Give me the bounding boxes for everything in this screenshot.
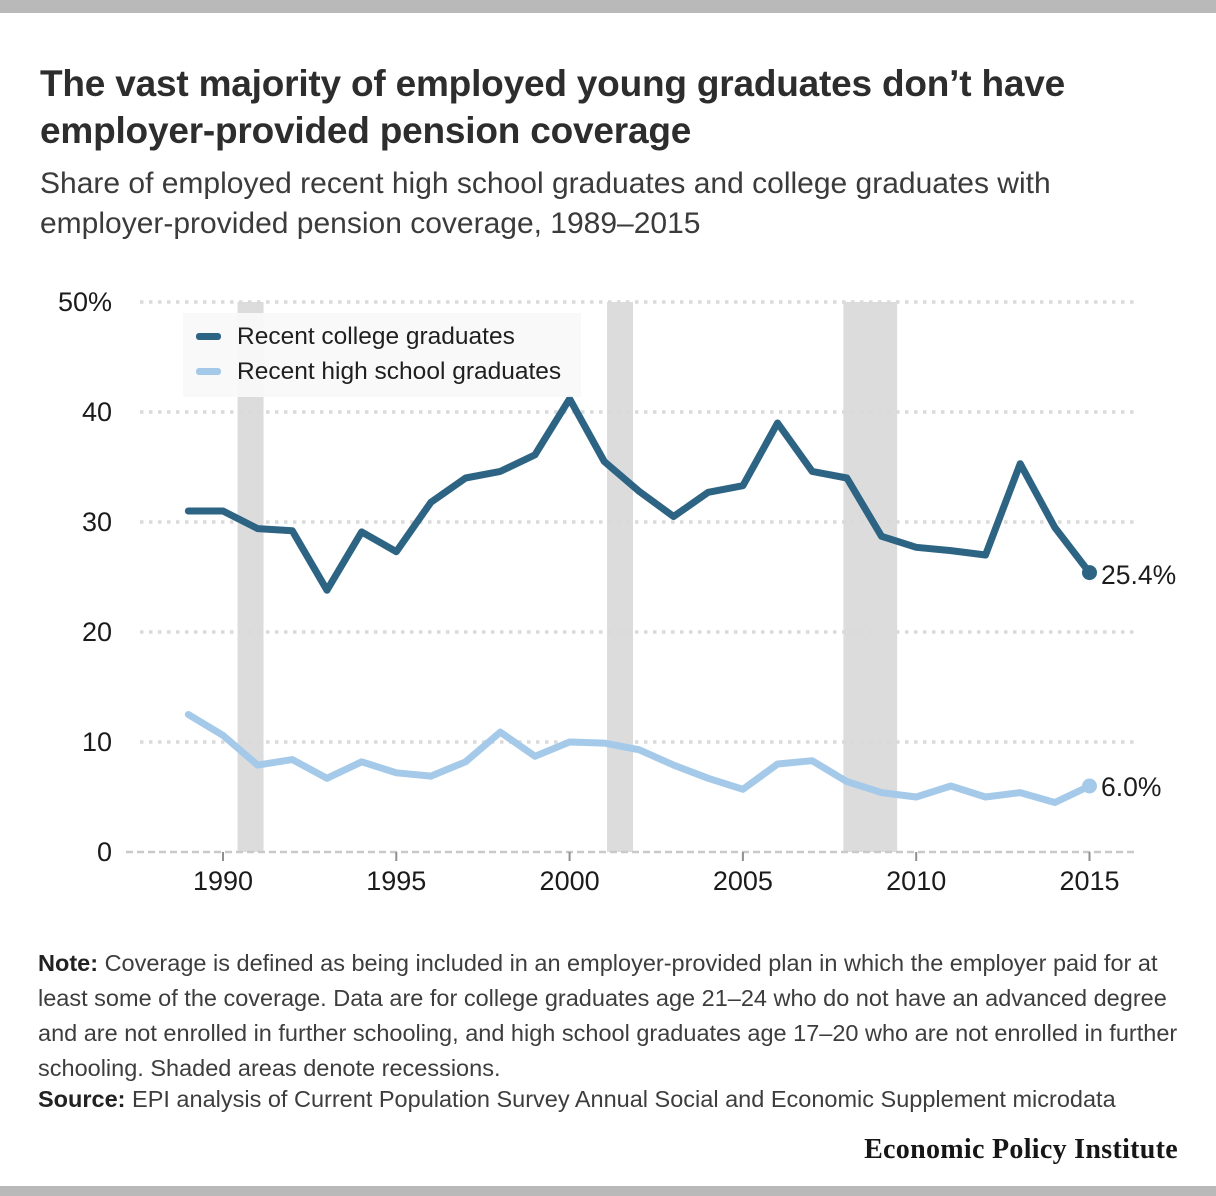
note: Note: Coverage is defined as being inclu…	[38, 946, 1186, 1086]
x-axis-label: 2005	[713, 866, 773, 896]
x-axis-label: 2000	[540, 866, 600, 896]
line-chart-canvas: 0 10 20 30 40 50% 1990 1995 2000 2005 2010 2015	[58, 287, 1136, 896]
source-label: Source:	[38, 1086, 126, 1112]
x-axis-label: 2015	[1059, 866, 1119, 896]
chart-legend: Recent college graduates Recent high sch…	[183, 313, 581, 397]
legend-label-college: Recent college graduates	[237, 322, 515, 350]
legend-item-highschool: Recent high school graduates	[196, 354, 581, 389]
end-value-highschool: 6.0%	[1101, 772, 1162, 802]
legend-label-highschool: Recent high school graduates	[237, 357, 562, 385]
legend-swatch-highschool	[196, 368, 221, 375]
y-axis-label: 20	[82, 617, 112, 647]
epi-logo-text: Economic Policy Institute	[864, 1134, 1178, 1165]
series-line-0	[184, 395, 1093, 594]
y-axis-label: 0	[97, 837, 112, 867]
y-axis-label: 40	[82, 397, 112, 427]
legend-swatch-college	[196, 333, 221, 340]
x-axis-label: 1990	[193, 866, 253, 896]
series-line-1	[184, 711, 1093, 806]
chart-subtitle: Share of employed recent high school gra…	[40, 167, 1051, 240]
note-label: Note:	[38, 950, 99, 976]
chart-title: The vast majority of employed young grad…	[40, 63, 1065, 151]
source: Source: EPI analysis of Current Populati…	[38, 1082, 1198, 1117]
x-axis-label: 2010	[886, 866, 946, 896]
y-axis-label: 10	[82, 727, 112, 757]
y-axis-label: 50%	[58, 287, 112, 317]
chart-area: 0 10 20 30 40 50% 1990 1995 2000 2005 2010 2015 Rec…	[0, 260, 1216, 920]
y-axis-label: 30	[82, 507, 112, 537]
series-end-dot-1	[1082, 778, 1097, 794]
series-end-dot-0	[1082, 565, 1097, 581]
top-border-bar	[0, 0, 1216, 13]
note-text: Coverage is defined as being included in…	[38, 950, 1178, 1081]
legend-item-college: Recent college graduates	[196, 319, 581, 354]
bottom-border-bar	[0, 1186, 1216, 1196]
recession-band	[843, 302, 898, 852]
recession-band	[607, 302, 634, 852]
end-value-college: 25.4%	[1101, 560, 1177, 590]
x-axis-label: 1995	[366, 866, 426, 896]
source-text: EPI analysis of Current Population Surve…	[125, 1086, 1116, 1112]
